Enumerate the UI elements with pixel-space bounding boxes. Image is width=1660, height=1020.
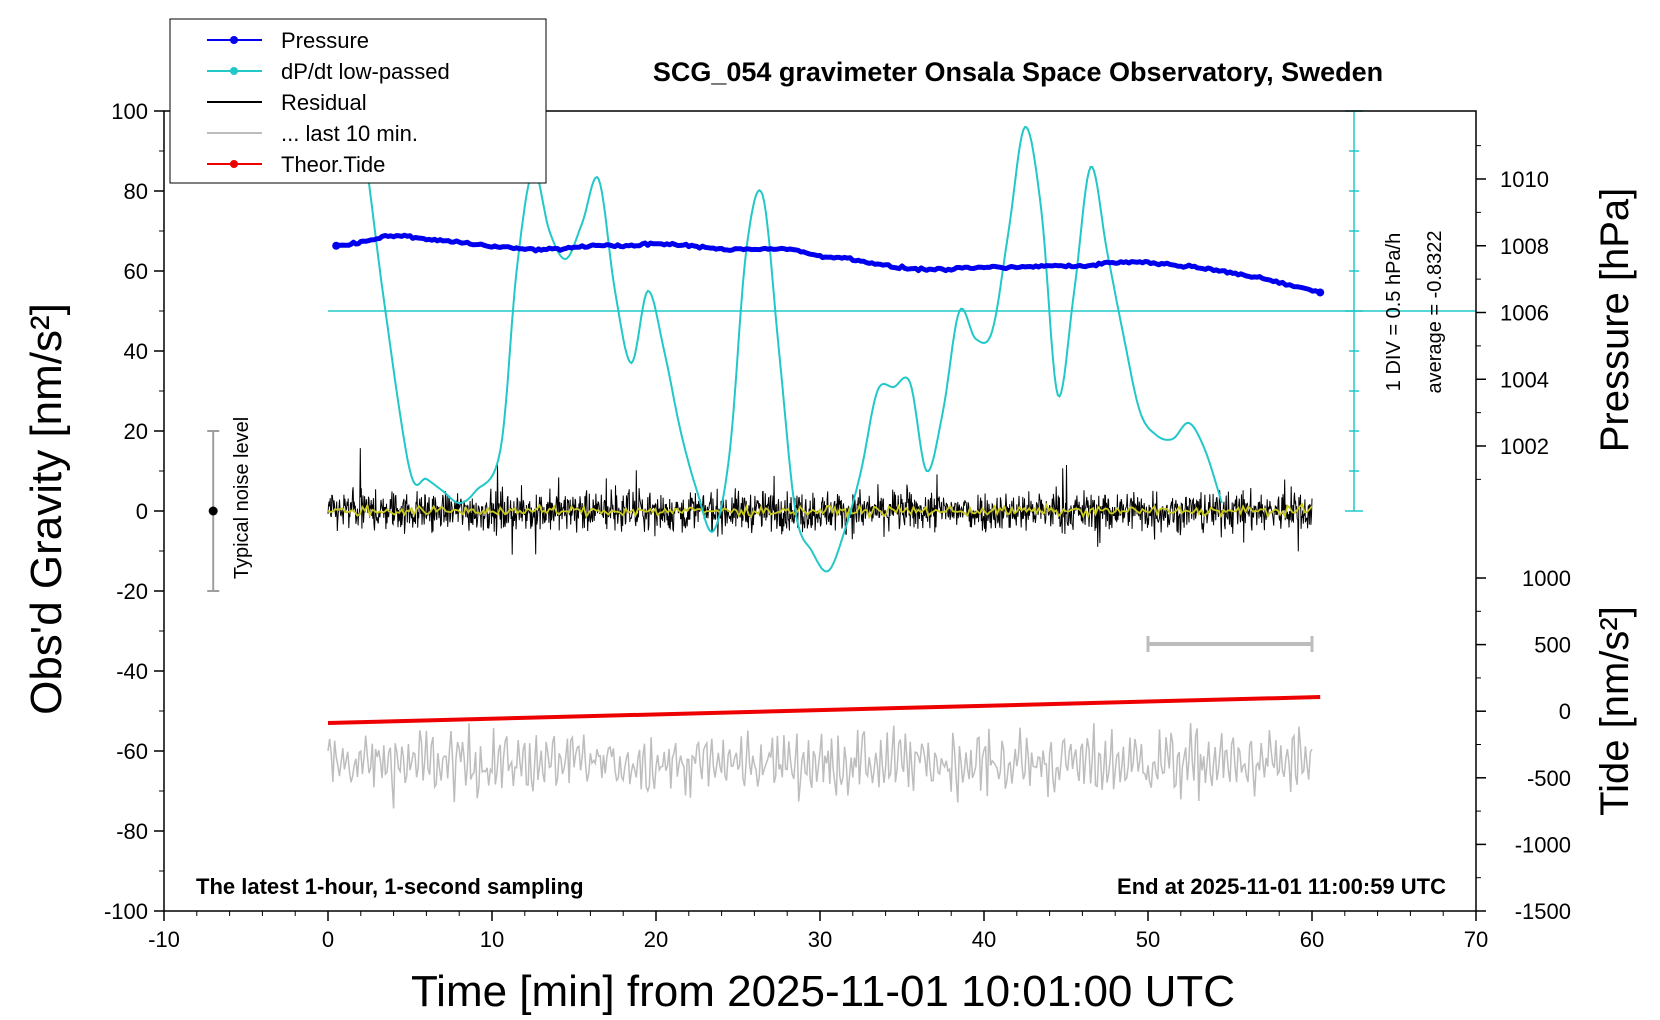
- tide-layer: [327, 695, 1321, 725]
- legend-label: Pressure: [281, 28, 369, 53]
- tide-tick-label: 1000: [1522, 566, 1571, 591]
- legend: Pressure dP/dt low-passed Residual ... last…: [169, 18, 547, 184]
- dpdt-average-label: average = -0.8322: [1424, 231, 1446, 394]
- tide-tick-label: -1500: [1515, 899, 1571, 924]
- pressure-axis-title: Pressure [hPa]: [1593, 188, 1637, 453]
- pressure-tick-label: 1004: [1500, 367, 1549, 392]
- footer-left-label: The latest 1-hour, 1-second sampling: [196, 874, 584, 899]
- legend-marker: [230, 160, 238, 168]
- dpdt-layer: [368, 125, 1223, 573]
- pressure-axis-ticks: 1010 1008 1006 1004 1002: [1476, 145, 1549, 480]
- pressure-start-point: [332, 241, 341, 250]
- y-axis-ticks: 100 80 60 40 20 0 -20 -40 -60 -80 -100: [104, 99, 164, 924]
- y-tick-label: 60: [124, 259, 148, 284]
- y-tick-label: 100: [111, 99, 148, 124]
- pressure-tick-label: 1010: [1500, 167, 1549, 192]
- x-tick-label: 40: [972, 927, 996, 952]
- tide-tick-label: -500: [1527, 766, 1571, 791]
- legend-marker: [230, 67, 238, 75]
- tide-tick-label: -1000: [1515, 832, 1571, 857]
- dpdt-scale-label: 1 DIV = 0.5 hPa/h: [1383, 233, 1405, 391]
- noise-level-label: Typical noise level: [231, 417, 253, 579]
- x-tick-label: 70: [1464, 927, 1488, 952]
- pressure-line: [334, 232, 1322, 296]
- y-tick-label: -100: [104, 899, 148, 924]
- legend-label: ... last 10 min.: [281, 121, 418, 146]
- tide-line: [327, 695, 1321, 725]
- chart-title: SCG_054 gravimeter Onsala Space Observat…: [653, 57, 1383, 87]
- x-tick-label: 10: [480, 927, 504, 952]
- x-tick-label: 50: [1136, 927, 1160, 952]
- pressure-tick-label: 1006: [1500, 301, 1549, 326]
- residual-smoothed-line: [327, 501, 1313, 520]
- y-tick-label: 80: [124, 179, 148, 204]
- legend-label: dP/dt low-passed: [281, 59, 450, 84]
- pressure-layer: [332, 232, 1325, 297]
- last-10-min-line: [327, 722, 1313, 809]
- pressure-tick-label: 1008: [1500, 234, 1549, 259]
- x-tick-label: 30: [808, 927, 832, 952]
- pressure-end-point: [1316, 288, 1325, 297]
- pressure-tick-label: 1002: [1500, 434, 1549, 459]
- noise-bar-layer: [207, 430, 220, 592]
- x-tick-label: 20: [644, 927, 668, 952]
- noise-bar-center: [208, 506, 218, 516]
- legend-marker: [230, 36, 238, 44]
- last-10-min-layer: [327, 722, 1313, 809]
- legend-label: Residual: [281, 90, 367, 115]
- y-tick-label: 40: [124, 339, 148, 364]
- y-tick-label: 20: [124, 419, 148, 444]
- y-axis-title: Obs'd Gravity [nm/s²]: [22, 303, 71, 715]
- y-tick-label: -80: [116, 819, 148, 844]
- dpdt-scale-layer: [1345, 110, 1363, 512]
- dpdt-line: [368, 125, 1223, 573]
- tide-tick-label: 500: [1534, 633, 1571, 658]
- x-tick-label: 0: [322, 927, 334, 952]
- tide-axis-ticks: 1000 500 0 -500 -1000 -1500: [1476, 566, 1571, 924]
- x-axis-ticks: -10 0 10 20 30 40 50 60 70: [148, 911, 1488, 952]
- y-tick-label: 0: [136, 499, 148, 524]
- y-tick-label: -60: [116, 739, 148, 764]
- x-tick-label: 60: [1300, 927, 1324, 952]
- y-tick-label: -20: [116, 579, 148, 604]
- x-tick-label: -10: [148, 927, 180, 952]
- residual-line: [327, 448, 1313, 555]
- residual-layer: [327, 448, 1313, 555]
- last-10-bar-layer: [1146, 636, 1314, 652]
- y-tick-label: -40: [116, 659, 148, 684]
- legend-label: Theor.Tide: [281, 152, 385, 177]
- footer-right-label: End at 2025-11-01 11:00:59 UTC: [1117, 874, 1446, 899]
- tide-tick-label: 0: [1559, 699, 1571, 724]
- tide-axis-title: Tide [nm/s²]: [1593, 606, 1637, 816]
- x-axis-title: Time [min] from 2025-11-01 10:01:00 UTC: [411, 967, 1235, 1016]
